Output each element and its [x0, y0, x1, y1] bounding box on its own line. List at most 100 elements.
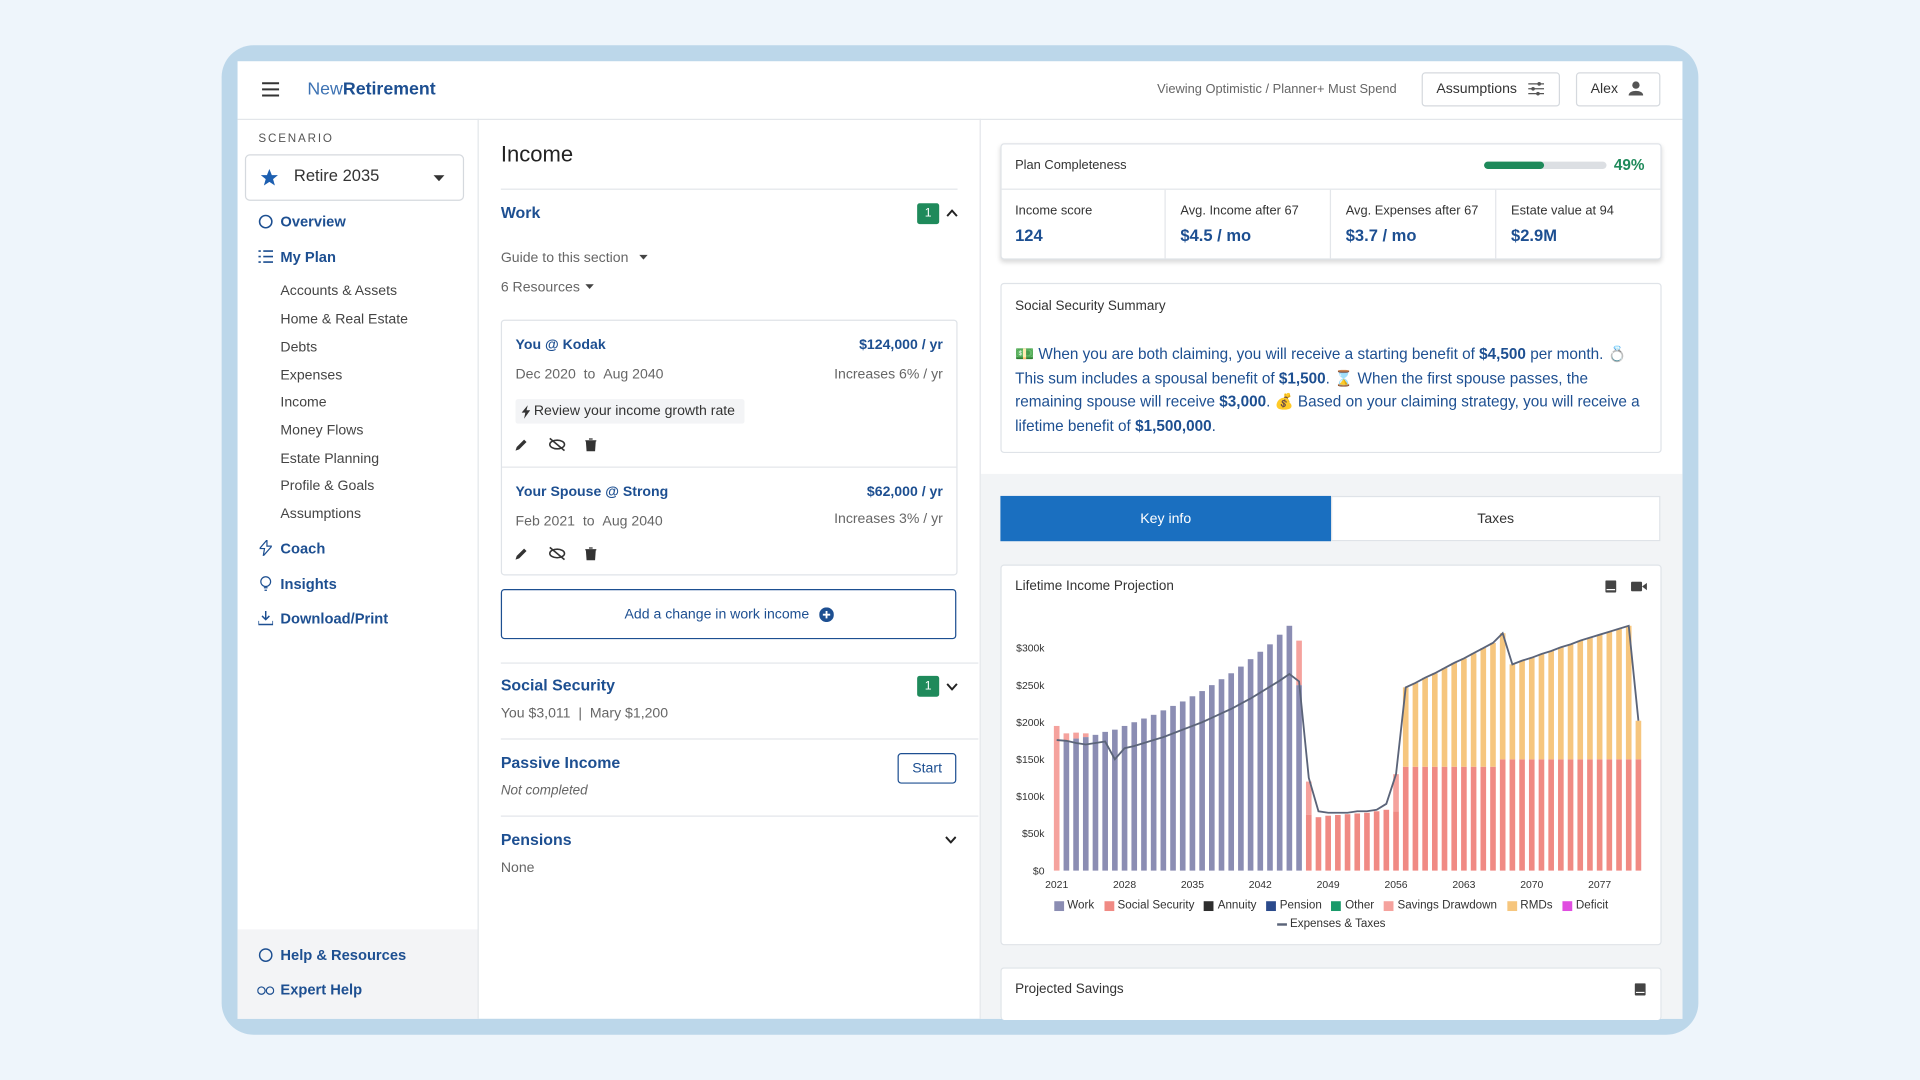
tab-active[interactable]: [1000, 495, 1332, 542]
divider: [502, 466, 957, 468]
shape: [521, 405, 531, 419]
x-tick-label: 2070: [1520, 880, 1543, 891]
user-button[interactable]: [1575, 72, 1661, 107]
legend-swatch: [1104, 900, 1114, 911]
scenario-name: Retire 2035: [293, 166, 380, 185]
plan-link[interactable]: Income: [280, 395, 327, 411]
section-title: Income: [500, 142, 574, 167]
line-series: [1056, 624, 1640, 814]
tab[interactable]: [1331, 495, 1661, 542]
divider: [500, 662, 979, 664]
divider: [500, 815, 979, 817]
work-title[interactable]: Work: [500, 203, 541, 222]
nav-link[interactable]: Download/Print: [280, 609, 389, 627]
bar-segment: [1305, 781, 1312, 815]
plan-link[interactable]: Accounts & Assets: [280, 284, 398, 299]
bar-segment: [1596, 634, 1603, 760]
delete-icon[interactable]: [585, 547, 597, 561]
plan-link[interactable]: Debts: [280, 340, 318, 356]
job-dates: Feb 2021 to Aug 2040: [516, 512, 663, 532]
legend: Expenses & Taxes: [1000, 917, 1661, 931]
shape: [1631, 581, 1643, 592]
job-name: Your Spouse @ Strong: [515, 484, 669, 500]
sidebar-footer-bg: [237, 929, 478, 1019]
add-income-button[interactable]: [500, 588, 957, 640]
chevron-down[interactable]: [945, 836, 957, 844]
legend-item: Work: [1053, 899, 1094, 912]
legend-swatch: [1053, 900, 1064, 911]
start: Dec 2020: [515, 367, 576, 383]
overview-icon: [258, 214, 273, 229]
bar-segment: [1509, 759, 1516, 871]
x-tick-label: 2042: [1249, 880, 1272, 891]
social-security-title[interactable]: Social Security: [500, 675, 615, 695]
logo[interactable]: NewRetirement: [307, 80, 435, 100]
scenario-dropdown[interactable]: [244, 154, 465, 201]
plan-link[interactable]: Money Flows: [280, 423, 364, 439]
divider: [500, 738, 979, 740]
metric-label: Estate value at 94: [1511, 203, 1614, 218]
chevron-up[interactable]: [946, 209, 958, 217]
plan-link[interactable]: Estate Planning: [280, 451, 380, 467]
caret-icon: [639, 254, 648, 260]
book-icon[interactable]: [1605, 580, 1617, 593]
delete-icon[interactable]: [585, 438, 597, 452]
divider: [1329, 189, 1332, 259]
bar-segment: [1179, 701, 1186, 871]
plan-link[interactable]: Home & Real Estate: [280, 312, 408, 327]
legend-item: Social Security: [1104, 899, 1194, 912]
guide-toggle[interactable]: Guide to this section: [500, 251, 629, 266]
footer-link[interactable]: Help & Resources: [280, 946, 407, 964]
metric-value: $4.5 / mo: [1180, 226, 1252, 245]
job-amount: $124,000 / yr: [859, 337, 943, 353]
bar-segment: [1238, 666, 1244, 871]
bar-segment: [1567, 759, 1574, 871]
passive-title[interactable]: Passive Income: [500, 753, 621, 772]
bar-segment: [1257, 651, 1264, 871]
assumptions-button[interactable]: [1421, 72, 1561, 107]
bar-segment: [1558, 759, 1564, 871]
chart-title: Lifetime Income Projection: [1015, 579, 1174, 594]
bar-segment: [1461, 766, 1467, 871]
divider: [1001, 188, 1661, 190]
shape: [1531, 86, 1535, 91]
tip-chip[interactable]: [515, 399, 745, 424]
bar-segment: [1102, 731, 1108, 871]
resources-toggle[interactable]: 6 Resources: [500, 280, 580, 296]
nav-link[interactable]: Overview: [280, 213, 346, 231]
bar-segment: [1499, 759, 1506, 871]
shape: [1605, 580, 1617, 593]
bar-segment: [1587, 759, 1593, 871]
tab-label: Taxes: [1477, 511, 1515, 527]
start-button[interactable]: [897, 753, 957, 784]
bar-segment: [1063, 740, 1070, 871]
ss-summary-text: 💵 When you are both claiming, you will r…: [1015, 343, 1652, 439]
edit-icon[interactable]: [515, 548, 527, 560]
bar-segment: [1393, 774, 1399, 812]
shape: [1536, 91, 1540, 96]
nav-link[interactable]: Coach: [280, 540, 326, 558]
hide-icon[interactable]: [549, 546, 566, 561]
bar-segment: [1199, 691, 1205, 871]
plan-link[interactable]: Expenses: [280, 368, 343, 384]
plan-link[interactable]: Assumptions: [280, 506, 362, 522]
nav-link[interactable]: Insights: [280, 575, 337, 593]
x-tick-label: 2063: [1452, 880, 1475, 891]
nav-link[interactable]: My Plan: [280, 248, 336, 266]
shape: [260, 576, 272, 588]
plan-link[interactable]: Profile & Goals: [280, 478, 375, 494]
book-icon[interactable]: [1634, 983, 1646, 996]
caret-icon: [585, 284, 594, 289]
footer-link[interactable]: Expert Help: [280, 980, 363, 998]
bolt-icon: [521, 405, 531, 419]
amount: $4,500: [1479, 345, 1526, 363]
video-icon[interactable]: [1631, 581, 1647, 592]
edit-icon[interactable]: [515, 439, 527, 451]
hide-icon[interactable]: [549, 437, 566, 452]
pensions-title[interactable]: Pensions: [500, 830, 572, 849]
chevron-down[interactable]: [946, 683, 958, 691]
help-icon: [258, 948, 273, 962]
bar-segment: [1286, 625, 1293, 871]
bar-segment: [1131, 722, 1138, 871]
menu-icon[interactable]: [262, 82, 280, 97]
